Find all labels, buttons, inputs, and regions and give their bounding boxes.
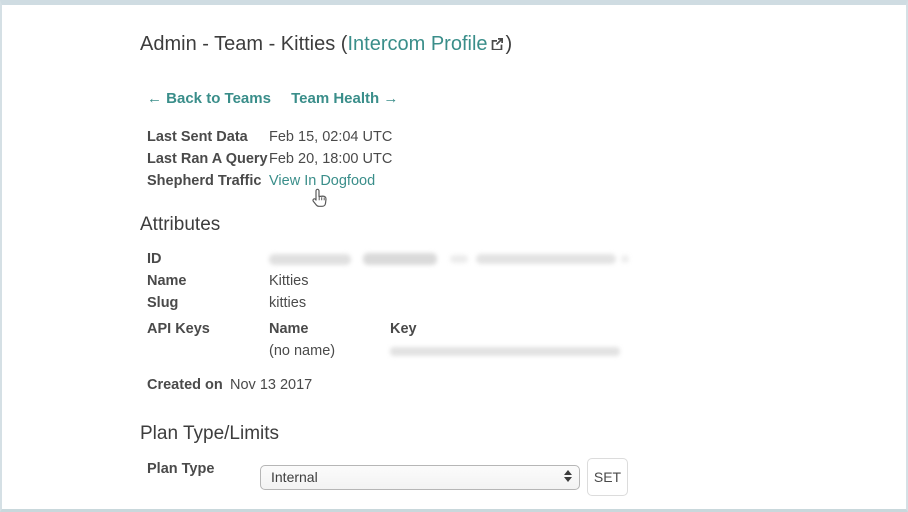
page-title-prefix: Admin - Team - Kitties ( xyxy=(140,33,348,55)
attributes-heading: Attributes xyxy=(140,214,221,235)
api-keys-table: Name Key (no name) xyxy=(269,314,629,362)
api-key-name-value: (no name) xyxy=(269,343,336,359)
api-key-name-header: Name xyxy=(269,321,309,337)
id-label: ID xyxy=(147,251,162,267)
api-key-key-header: Key xyxy=(390,321,417,337)
shepherd-traffic-label: Shepherd Traffic xyxy=(147,173,262,189)
created-on-label: Created on xyxy=(147,377,223,393)
breadcrumb-nav: ← Back to Teams Team Health → xyxy=(147,90,398,107)
api-keys-label: API Keys xyxy=(147,321,210,337)
select-arrows-icon xyxy=(564,470,572,482)
plan-type-label: Plan Type xyxy=(147,461,215,477)
id-value-redacted xyxy=(269,248,629,270)
plan-type-row: Plan Type Internal SET xyxy=(147,457,628,496)
page-title-suffix: ) xyxy=(505,33,513,55)
redacted-key-blur xyxy=(390,347,620,356)
plan-type-limits-heading: Plan Type/Limits xyxy=(140,423,280,444)
last-ran-query-label: Last Ran A Query xyxy=(147,151,268,167)
intercom-profile-link[interactable]: Intercom Profile xyxy=(347,33,488,55)
plan-type-select[interactable]: Internal xyxy=(260,465,580,490)
slug-value: kitties xyxy=(269,295,307,311)
name-label: Name xyxy=(147,273,187,289)
created-on-row: Created on Nov 13 2017 xyxy=(147,374,312,396)
name-value: Kitties xyxy=(269,273,309,289)
external-link-icon xyxy=(489,35,505,58)
view-in-dogfood-link[interactable]: View In Dogfood xyxy=(269,173,376,189)
created-on-value: Nov 13 2017 xyxy=(230,377,313,393)
attributes-table: ID Name Kitties Slug kitties API Keys Na… xyxy=(147,248,629,362)
back-to-teams-link[interactable]: ← Back to Teams xyxy=(147,90,271,107)
team-health-link[interactable]: Team Health → xyxy=(291,90,399,107)
slug-label: Slug xyxy=(147,295,179,311)
set-button[interactable]: SET xyxy=(587,458,628,496)
api-key-value-redacted xyxy=(390,340,629,362)
team-info-table: Last Sent Data Feb 15, 02:04 UTC Last Ra… xyxy=(147,126,392,192)
last-sent-data-label: Last Sent Data xyxy=(147,129,248,145)
page-title: Admin - Team - Kitties (Intercom Profile… xyxy=(140,33,512,58)
last-ran-query-value: Feb 20, 18:00 UTC xyxy=(269,151,393,167)
last-sent-data-value: Feb 15, 02:04 UTC xyxy=(269,129,393,145)
redacted-id-blur xyxy=(269,248,629,270)
plan-type-selected-option: Internal xyxy=(271,469,318,485)
